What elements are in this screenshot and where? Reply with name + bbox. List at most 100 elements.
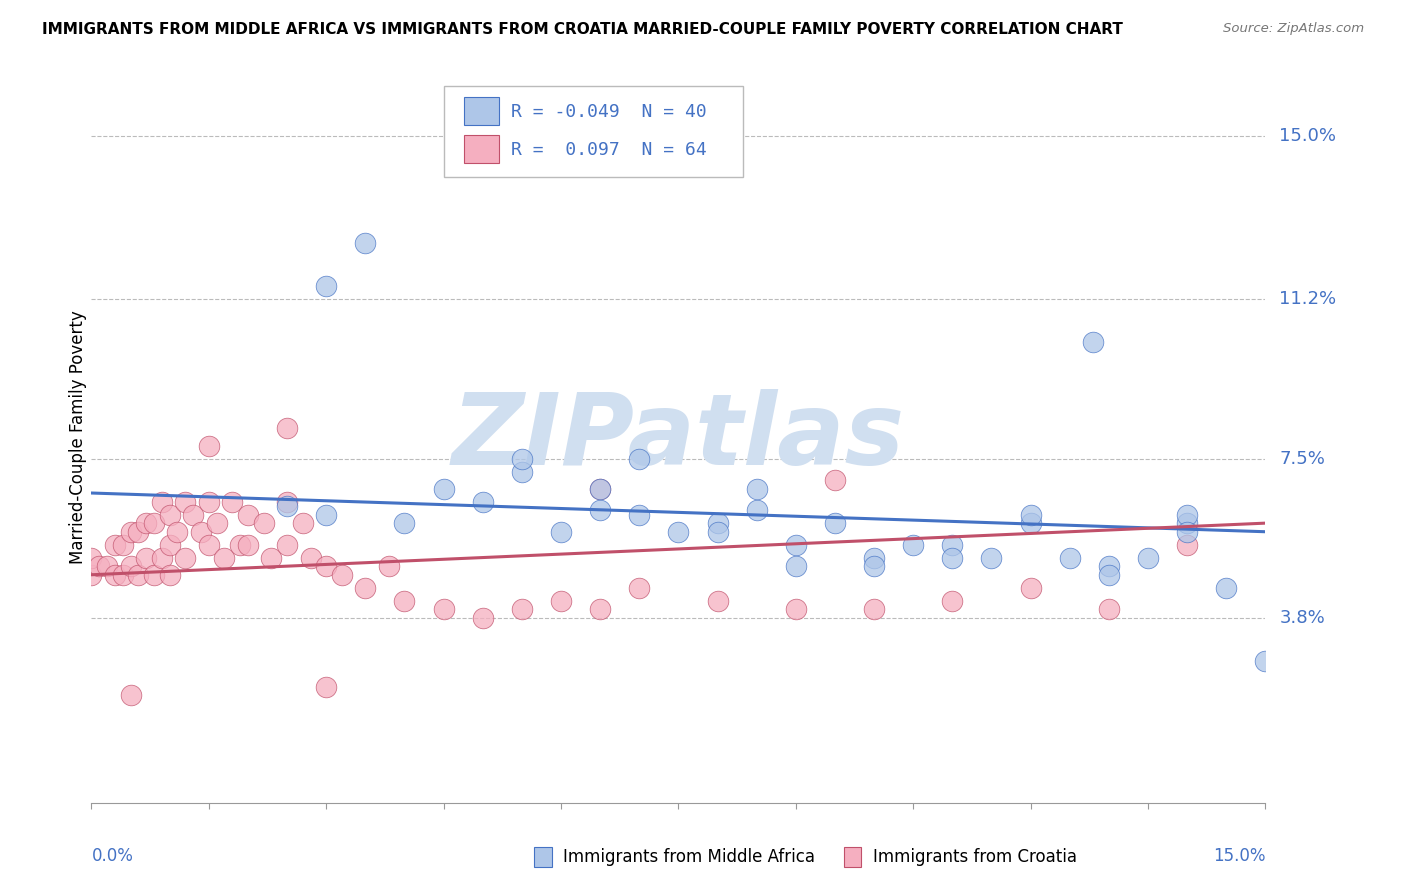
Point bbox=[706, 516, 728, 530]
Point bbox=[135, 516, 157, 530]
Y-axis label: Married-Couple Family Poverty: Married-Couple Family Poverty bbox=[69, 310, 87, 564]
Point bbox=[785, 559, 807, 574]
Text: IMMIGRANTS FROM MIDDLE AFRICA VS IMMIGRANTS FROM CROATIA MARRIED-COUPLE FAMILY P: IMMIGRANTS FROM MIDDLE AFRICA VS IMMIGRA… bbox=[42, 22, 1123, 37]
Point bbox=[941, 593, 963, 607]
Point bbox=[197, 494, 219, 508]
Point bbox=[589, 503, 612, 517]
Point bbox=[745, 503, 768, 517]
Point bbox=[111, 538, 134, 552]
Point bbox=[190, 524, 212, 539]
Text: 15.0%: 15.0% bbox=[1279, 127, 1336, 145]
Point bbox=[1175, 516, 1198, 530]
Text: ZIPatlas: ZIPatlas bbox=[451, 389, 905, 485]
Point bbox=[394, 516, 416, 530]
Point bbox=[330, 567, 353, 582]
Point bbox=[589, 482, 612, 496]
Point bbox=[120, 688, 142, 702]
Point bbox=[276, 538, 298, 552]
Point bbox=[89, 559, 111, 574]
Point bbox=[159, 508, 181, 522]
Point bbox=[824, 516, 846, 530]
Point bbox=[1098, 559, 1121, 574]
Point bbox=[150, 550, 173, 565]
Point bbox=[1019, 508, 1042, 522]
Point bbox=[111, 567, 134, 582]
Point bbox=[80, 567, 103, 582]
Point bbox=[1059, 550, 1081, 565]
Bar bbox=[464, 135, 499, 163]
Text: Immigrants from Croatia: Immigrants from Croatia bbox=[873, 848, 1077, 866]
Point bbox=[941, 538, 963, 552]
Text: 3.8%: 3.8% bbox=[1279, 608, 1324, 627]
Point bbox=[378, 559, 401, 574]
Point bbox=[550, 593, 572, 607]
Point bbox=[1175, 538, 1198, 552]
Point bbox=[143, 516, 166, 530]
Point bbox=[96, 559, 118, 574]
Point bbox=[174, 550, 197, 565]
Point bbox=[276, 421, 298, 435]
Point bbox=[214, 550, 236, 565]
FancyBboxPatch shape bbox=[443, 86, 742, 178]
Point bbox=[471, 494, 494, 508]
Point bbox=[1254, 654, 1277, 668]
Point bbox=[745, 482, 768, 496]
Point bbox=[104, 567, 127, 582]
Text: R =  0.097  N = 64: R = 0.097 N = 64 bbox=[510, 141, 706, 159]
Point bbox=[127, 567, 149, 582]
Point bbox=[550, 524, 572, 539]
Point bbox=[315, 680, 337, 694]
Point bbox=[589, 482, 612, 496]
Point bbox=[315, 279, 337, 293]
Point bbox=[221, 494, 243, 508]
Point bbox=[135, 550, 157, 565]
Point bbox=[166, 524, 188, 539]
Point bbox=[1098, 602, 1121, 616]
Point bbox=[159, 567, 181, 582]
Point bbox=[299, 550, 322, 565]
Text: 0.0%: 0.0% bbox=[91, 847, 134, 864]
Point bbox=[628, 581, 651, 595]
Point bbox=[1098, 567, 1121, 582]
Point bbox=[181, 508, 204, 522]
Point bbox=[510, 451, 533, 466]
Point bbox=[236, 538, 259, 552]
Point bbox=[589, 602, 612, 616]
Point bbox=[205, 516, 228, 530]
Point bbox=[901, 538, 924, 552]
Text: 15.0%: 15.0% bbox=[1213, 847, 1265, 864]
Point bbox=[276, 494, 298, 508]
Point bbox=[706, 524, 728, 539]
Point bbox=[229, 538, 252, 552]
Point bbox=[236, 508, 259, 522]
Point bbox=[471, 611, 494, 625]
Point bbox=[80, 550, 103, 565]
Point bbox=[120, 559, 142, 574]
Text: R = -0.049  N = 40: R = -0.049 N = 40 bbox=[510, 103, 706, 120]
Point bbox=[174, 494, 197, 508]
Point bbox=[197, 439, 219, 453]
Text: Immigrants from Middle Africa: Immigrants from Middle Africa bbox=[564, 848, 815, 866]
Point bbox=[666, 524, 689, 539]
Point bbox=[1019, 581, 1042, 595]
Point bbox=[1083, 335, 1105, 350]
Text: 11.2%: 11.2% bbox=[1279, 291, 1337, 309]
Text: Source: ZipAtlas.com: Source: ZipAtlas.com bbox=[1223, 22, 1364, 36]
Point bbox=[863, 559, 886, 574]
Point bbox=[980, 550, 1002, 565]
Point bbox=[628, 508, 651, 522]
Point bbox=[1175, 524, 1198, 539]
Point bbox=[785, 602, 807, 616]
Point bbox=[510, 465, 533, 479]
Point bbox=[785, 538, 807, 552]
Point bbox=[1136, 550, 1159, 565]
Point bbox=[432, 602, 454, 616]
Point bbox=[276, 499, 298, 513]
Point bbox=[120, 524, 142, 539]
Point bbox=[1019, 516, 1042, 530]
Point bbox=[941, 550, 963, 565]
Point bbox=[510, 602, 533, 616]
Point bbox=[628, 451, 651, 466]
Point bbox=[432, 482, 454, 496]
Point bbox=[863, 602, 886, 616]
